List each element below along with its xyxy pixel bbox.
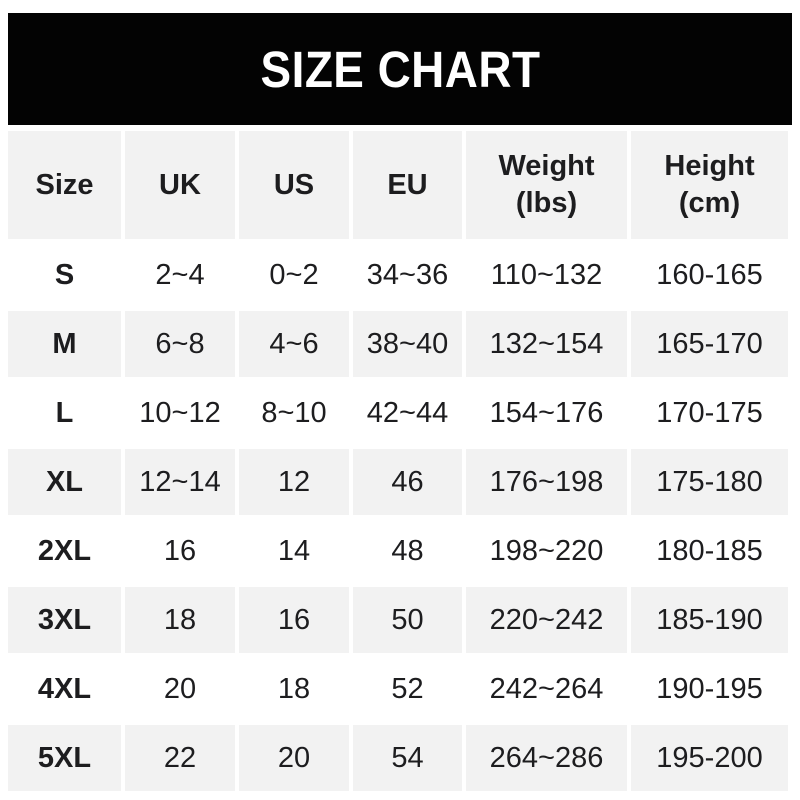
cell-eu: 50 (353, 587, 462, 653)
cell-height: 190-195 (631, 656, 788, 722)
cell-size: 4XL (8, 656, 121, 722)
cell-height: 180-185 (631, 518, 788, 584)
cell-us: 8~10 (239, 380, 349, 446)
header-cell-weight: Weight (lbs) (466, 131, 627, 239)
cell-height: 160-165 (631, 242, 788, 308)
cell-us: 18 (239, 656, 349, 722)
cell-height: 165-170 (631, 311, 788, 377)
cell-height: 195-200 (631, 725, 788, 791)
cell-uk: 10~12 (125, 380, 235, 446)
cell-size: M (8, 311, 121, 377)
cell-size: 2XL (8, 518, 121, 584)
cell-size: 3XL (8, 587, 121, 653)
cell-weight: 176~198 (466, 449, 627, 515)
header-cell-uk: UK (125, 131, 235, 239)
header-cell-eu: EU (353, 131, 462, 239)
cell-eu: 48 (353, 518, 462, 584)
page-title: SIZE CHART (260, 40, 540, 98)
cell-uk: 22 (125, 725, 235, 791)
cell-us: 0~2 (239, 242, 349, 308)
header-sublabel: (lbs) (515, 187, 578, 219)
cell-height: 170-175 (631, 380, 788, 446)
cell-size: L (8, 380, 121, 446)
header-label: EU (387, 168, 428, 201)
size-chart-banner: SIZE CHART (8, 13, 792, 125)
cell-size: 5XL (8, 725, 121, 791)
cell-eu: 38~40 (353, 311, 462, 377)
header-label: Weight (498, 150, 595, 182)
cell-size: S (8, 242, 121, 308)
cell-weight: 242~264 (466, 656, 627, 722)
cell-eu: 42~44 (353, 380, 462, 446)
cell-uk: 20 (125, 656, 235, 722)
cell-uk: 16 (125, 518, 235, 584)
cell-weight: 264~286 (466, 725, 627, 791)
cell-us: 12 (239, 449, 349, 515)
cell-eu: 52 (353, 656, 462, 722)
cell-height: 185-190 (631, 587, 788, 653)
cell-us: 16 (239, 587, 349, 653)
cell-eu: 46 (353, 449, 462, 515)
cell-uk: 18 (125, 587, 235, 653)
header-cell-size: Size (8, 131, 121, 239)
cell-weight: 110~132 (466, 242, 627, 308)
cell-eu: 34~36 (353, 242, 462, 308)
cell-eu: 54 (353, 725, 462, 791)
cell-us: 20 (239, 725, 349, 791)
cell-weight: 154~176 (466, 380, 627, 446)
cell-us: 4~6 (239, 311, 349, 377)
header-cell-height: Height (cm) (631, 131, 788, 239)
header-sublabel: (cm) (678, 187, 741, 219)
header-label: UK (159, 168, 201, 201)
cell-weight: 198~220 (466, 518, 627, 584)
cell-us: 14 (239, 518, 349, 584)
header-cell-us: US (239, 131, 349, 239)
cell-uk: 12~14 (125, 449, 235, 515)
header-label: Height (664, 150, 755, 182)
cell-height: 175-180 (631, 449, 788, 515)
cell-size: XL (8, 449, 121, 515)
cell-uk: 6~8 (125, 311, 235, 377)
cell-uk: 2~4 (125, 242, 235, 308)
size-chart-table: Size UK US EU Weight (lbs) Height (cm) S… (8, 131, 788, 791)
cell-weight: 132~154 (466, 311, 627, 377)
cell-weight: 220~242 (466, 587, 627, 653)
header-label: US (273, 168, 315, 201)
header-label: Size (35, 168, 94, 201)
